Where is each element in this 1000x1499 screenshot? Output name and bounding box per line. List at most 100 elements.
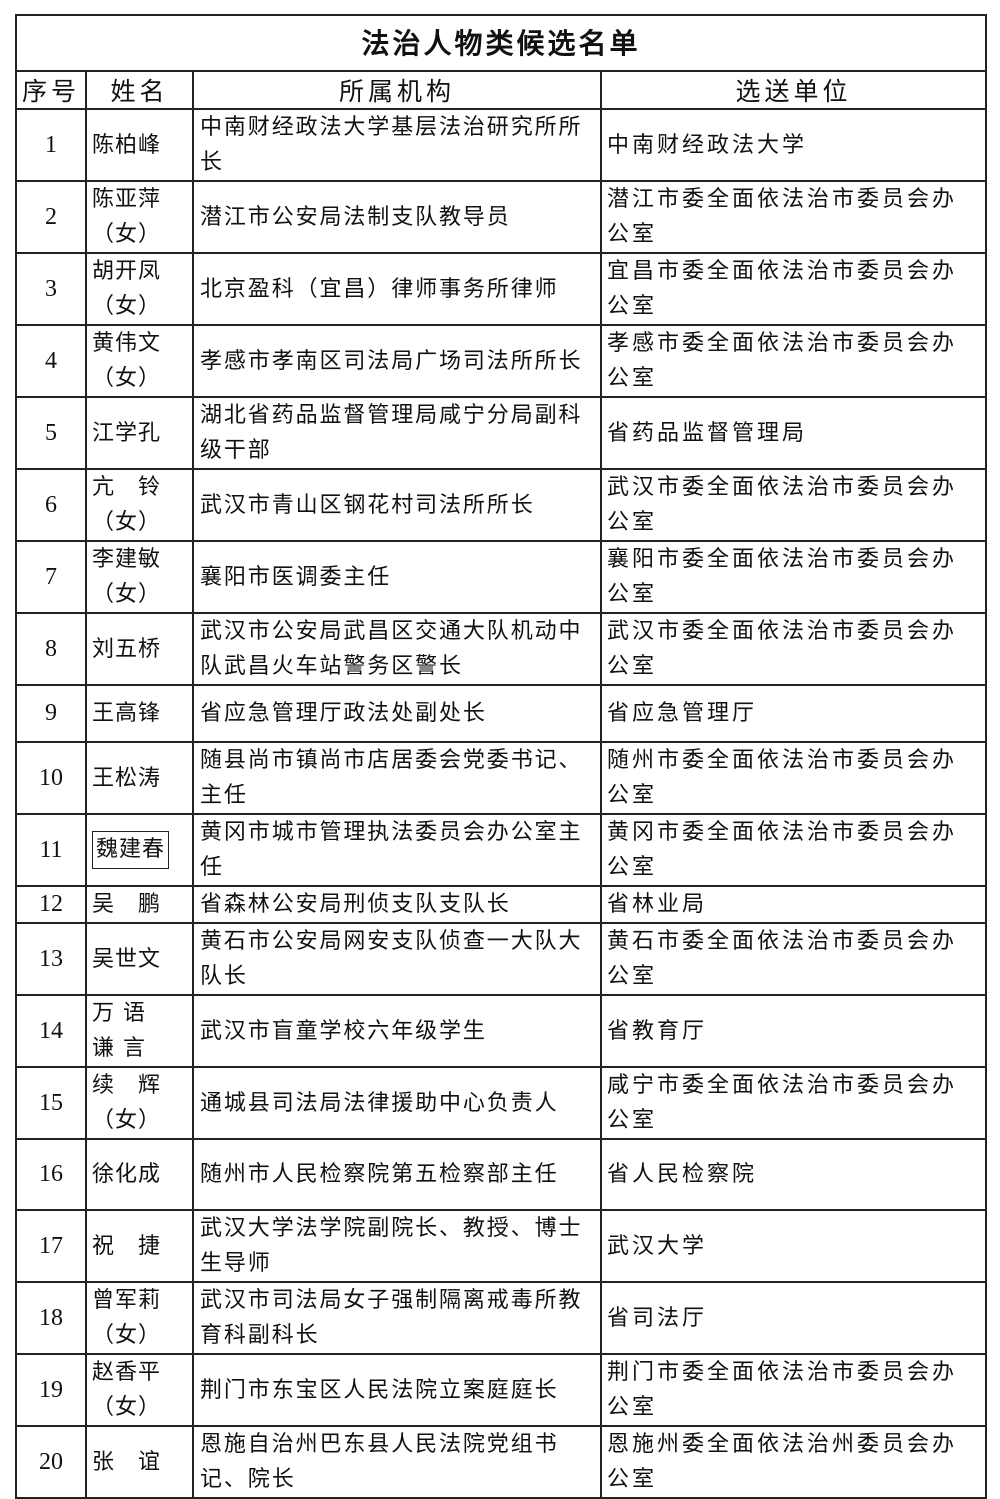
row-number: 19 (15, 1353, 87, 1427)
row-unit: 武汉大学 (599, 1209, 988, 1283)
row-unit: 武汉市委全面依法治市委员会办公室 (599, 612, 988, 686)
row-org: 武汉市青山区钢花村司法所所长 (192, 468, 602, 542)
row-name: 魏建春 (85, 813, 194, 887)
row-unit: 荆门市委全面依法治市委员会办公室 (599, 1353, 988, 1427)
row-unit: 潜江市委全面依法治市委员会办公室 (599, 180, 988, 254)
row-number: 13 (15, 922, 87, 996)
row-unit: 随州市委全面依法治市委员会办公室 (599, 741, 988, 815)
row-org: 黄石市公安局网安支队侦查一大队大队长 (192, 922, 602, 996)
row-number: 11 (15, 813, 87, 887)
row-number: 15 (15, 1066, 87, 1140)
row-number: 4 (15, 324, 87, 398)
row-org: 襄阳市医调委主任 (192, 540, 602, 614)
row-org: 武汉市公安局武昌区交通大队机动中队武昌火车站警务区警长 (192, 612, 602, 686)
row-unit: 黄石市委全面依法治市委员会办公室 (599, 922, 988, 996)
row-number: 1 (15, 108, 87, 182)
table-row: 3 胡开凤 （女） 北京盈科（宜昌）律师事务所律师 宜昌市委全面依法治市委员会办公室 (15, 252, 988, 326)
row-org: 通城县司法局法律援助中心负责人 (192, 1066, 602, 1140)
row-number: 7 (15, 540, 87, 614)
header-name: 姓名 (85, 70, 194, 110)
row-name: 陈亚萍 （女） (85, 180, 194, 254)
row-unit: 省司法厅 (599, 1281, 988, 1355)
row-unit: 省林业局 (599, 885, 988, 924)
candidate-table: 法治人物类候选名单 序号 姓名 所属机构 选送单位 1 陈柏峰 中南财经政法大学基层… (14, 14, 988, 1499)
row-name: 王松涛 (85, 741, 194, 815)
row-name: 刘五桥 (85, 612, 194, 686)
row-number: 12 (15, 885, 87, 924)
row-number: 14 (15, 994, 87, 1068)
table-row: 18 曾军莉 （女） 武汉市司法局女子强制隔离戒毒所教育科副科长 省司法厅 (15, 1281, 988, 1355)
row-number: 5 (15, 396, 87, 470)
table-row: 14 万 语 谦 言武汉市盲童学校六年级学生 省教育厅 (15, 994, 988, 1068)
row-name: 续 辉 （女） (85, 1066, 194, 1140)
row-name: 吴 鹏 (85, 885, 194, 924)
table-row: 19 赵香平 （女） 荆门市东宝区人民法院立案庭庭长 荆门市委全面依法治市委员会办公室 (15, 1353, 988, 1427)
table-row: 4 黄伟文 （女） 孝感市孝南区司法局广场司法所所长 孝感市委全面依法治市委员会办公室 (15, 324, 988, 398)
row-number: 17 (15, 1209, 87, 1283)
row-name: 胡开凤 （女） (85, 252, 194, 326)
row-org: 武汉市司法局女子强制隔离戒毒所教育科副科长 (192, 1281, 602, 1355)
table-row: 1 陈柏峰 中南财经政法大学基层法治研究所所长 中南财经政法大学 (15, 108, 988, 182)
row-unit: 襄阳市委全面依法治市委员会办公室 (599, 540, 988, 614)
table-title: 法治人物类候选名单 (14, 14, 988, 72)
row-org: 孝感市孝南区司法局广场司法所所长 (192, 324, 602, 398)
row-unit: 中南财经政法大学 (599, 108, 988, 182)
table-row: 10 王松涛 随县尚市镇尚市店居委会党委书记、主任 随州市委全面依法治市委员会办公室 (15, 741, 988, 815)
row-name: 李建敏 （女） (85, 540, 194, 614)
row-unit: 省药品监督管理局 (599, 396, 988, 470)
row-org: 随县尚市镇尚市店居委会党委书记、主任 (192, 741, 602, 815)
row-org: 中南财经政法大学基层法治研究所所长 (192, 108, 602, 182)
row-org: 随州市人民检察院第五检察部主任 (192, 1138, 602, 1211)
header-unit: 选送单位 (599, 70, 988, 110)
table-row: 15 续 辉 （女） 通城县司法局法律援助中心负责人 咸宁市委全面依法治市委员会办公室 (15, 1066, 988, 1140)
row-org: 省应急管理厅政法处副处长 (192, 684, 602, 743)
row-unit: 省应急管理厅 (599, 684, 988, 743)
header-no: 序号 (15, 70, 87, 110)
row-unit: 孝感市委全面依法治市委员会办公室 (599, 324, 988, 398)
table-row: 8 刘五桥 武汉市公安局武昌区交通大队机动中队武昌火车站警务区警长 武汉市委全面依法治… (15, 612, 988, 686)
row-org: 黄冈市城市管理执法委员会办公室主任 (192, 813, 602, 887)
row-org: 潜江市公安局法制支队教导员 (192, 180, 602, 254)
table-row: 2 陈亚萍 （女） 潜江市公安局法制支队教导员 潜江市委全面依法治市委员会办公室 (15, 180, 988, 254)
table-row: 11 魏建春 黄冈市城市管理执法委员会办公室主任 黄冈市委全面依法治市委员会办公室 (15, 813, 988, 887)
row-name: 赵香平 （女） (85, 1353, 194, 1427)
row-number: 8 (15, 612, 87, 686)
row-org: 武汉市盲童学校六年级学生 (192, 994, 602, 1068)
table-row: 12 吴 鹏省森林公安局刑侦支队支队长 省林业局 (15, 885, 988, 924)
row-org: 荆门市东宝区人民法院立案庭庭长 (192, 1353, 602, 1427)
row-unit: 武汉市委全面依法治市委员会办公室 (599, 468, 988, 542)
row-unit: 恩施州委全面依法治州委员会办公室 (599, 1425, 988, 1499)
row-unit: 黄冈市委全面依法治市委员会办公室 (599, 813, 988, 887)
table-row: 16 徐化成 随州市人民检察院第五检察部主任 省人民检察院 (15, 1138, 988, 1211)
header-row: 序号 姓名 所属机构 选送单位 (15, 70, 988, 110)
row-org: 省森林公安局刑侦支队支队长 (192, 885, 602, 924)
row-name: 祝 捷 (85, 1209, 194, 1283)
row-number: 18 (15, 1281, 87, 1355)
row-name: 陈柏峰 (85, 108, 194, 182)
table-row: 7 李建敏 （女） 襄阳市医调委主任 襄阳市委全面依法治市委员会办公室 (15, 540, 988, 614)
row-name: 万 语 谦 言 (85, 994, 194, 1068)
row-name: 王高锋 (85, 684, 194, 743)
row-name: 曾军莉 （女） (85, 1281, 194, 1355)
header-org: 所属机构 (192, 70, 602, 110)
row-unit: 省教育厅 (599, 994, 988, 1068)
name-highlight-box: 魏建春 (92, 831, 170, 869)
row-name: 吴世文 (85, 922, 194, 996)
table-row: 9 王高锋 省应急管理厅政法处副处长 省应急管理厅 (15, 684, 988, 743)
row-number: 10 (15, 741, 87, 815)
row-org: 湖北省药品监督管理局咸宁分局副科级干部 (192, 396, 602, 470)
row-unit: 省人民检察院 (599, 1138, 988, 1211)
row-name: 亢 铃 （女） (85, 468, 194, 542)
table-row: 20 张 谊恩施自治州巴东县人民法院党组书记、院长 恩施州委全面依法治州委员会办公室 (15, 1425, 988, 1499)
row-unit: 宜昌市委全面依法治市委员会办公室 (599, 252, 988, 326)
row-number: 3 (15, 252, 87, 326)
row-number: 20 (15, 1425, 87, 1499)
row-unit: 咸宁市委全面依法治市委员会办公室 (599, 1066, 988, 1140)
row-number: 16 (15, 1138, 87, 1211)
row-org: 北京盈科（宜昌）律师事务所律师 (192, 252, 602, 326)
row-name: 徐化成 (85, 1138, 194, 1211)
row-name: 黄伟文 （女） (85, 324, 194, 398)
row-number: 6 (15, 468, 87, 542)
table-row: 17 祝 捷武汉大学法学院副院长、教授、博士生导师 武汉大学 (15, 1209, 988, 1283)
